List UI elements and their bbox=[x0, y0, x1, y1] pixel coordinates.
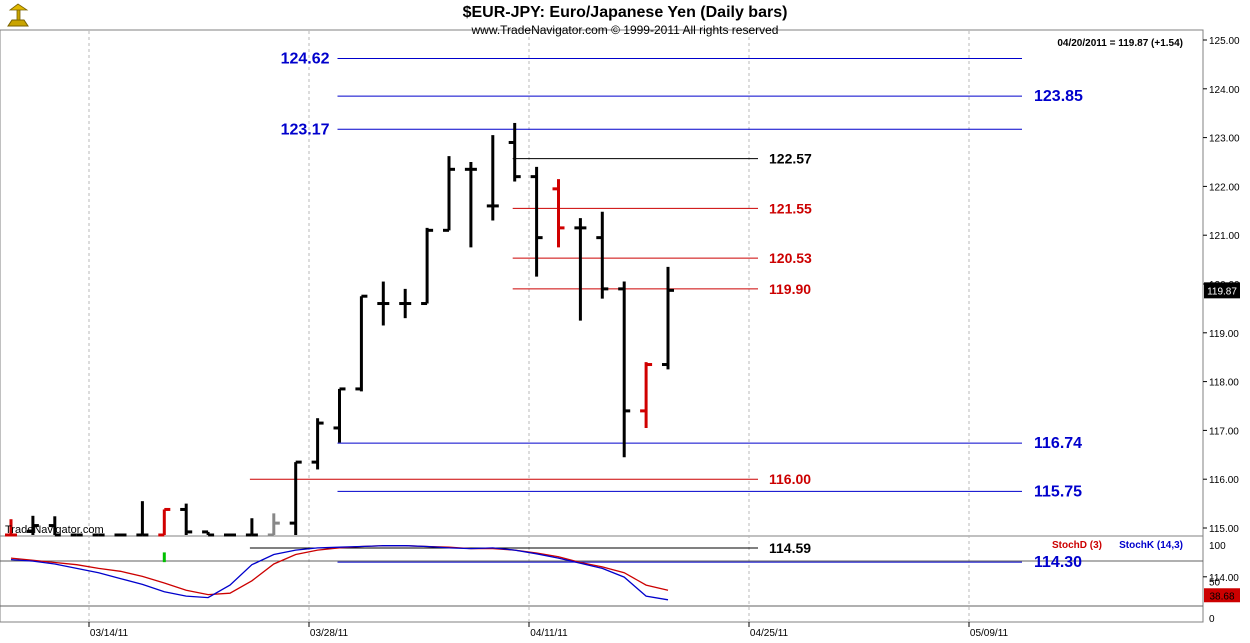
y-tick-label: 118.00 bbox=[1209, 378, 1239, 389]
level-label: 123.17 bbox=[281, 121, 330, 138]
ohlc-bar bbox=[552, 179, 565, 248]
ohlc-bar bbox=[26, 515, 39, 535]
y-tick-label: 116.00 bbox=[1209, 475, 1239, 486]
ohlc-bar bbox=[640, 362, 653, 428]
x-tick-label: 05/09/11 bbox=[970, 628, 1009, 639]
last-price-label: 119.87 bbox=[1207, 286, 1237, 297]
ohlc-bar bbox=[333, 387, 346, 443]
ohlc-bar bbox=[508, 122, 521, 182]
levels: 124.62 123.85 123.17 122.57 121.55 120.53 119.… bbox=[249, 51, 1083, 571]
ohlc-bar bbox=[574, 218, 587, 321]
stoch-panel-frame bbox=[0, 535, 1204, 623]
level-label: 119.90 bbox=[769, 281, 811, 297]
y-tick-label: 114.00 bbox=[1209, 573, 1239, 584]
y-tick-label: 123.00 bbox=[1209, 134, 1240, 145]
ohlc-bar bbox=[486, 135, 499, 221]
bars bbox=[5, 122, 674, 563]
chart-subtitle: www.TradeNavigator.com © 1999-2011 All r… bbox=[471, 23, 779, 37]
y-tick-label: 119.00 bbox=[1209, 329, 1239, 340]
last-value-label: 04/20/2011 = 119.87 (+1.54) bbox=[1057, 38, 1183, 49]
ohlc-bar bbox=[267, 513, 280, 537]
stoch-series bbox=[10, 545, 669, 601]
level-label: 116.74 bbox=[1034, 435, 1082, 452]
level-label: 124.62 bbox=[281, 51, 330, 68]
level-label: 116.00 bbox=[769, 471, 811, 487]
x-ticks: 03/14/11 03/28/11 04/11/11 04/25/11 05/09/11 bbox=[88, 622, 1009, 639]
stoch-y-tick-label: 50 bbox=[1209, 578, 1221, 589]
y-tick-label: 122.00 bbox=[1209, 182, 1240, 193]
ohlc-bar bbox=[5, 519, 17, 537]
ohlc-bar bbox=[530, 166, 543, 277]
level-label: 121.55 bbox=[769, 200, 812, 216]
ohlc-bar bbox=[618, 281, 631, 458]
stoch-k-legend: StochK (14,3) bbox=[1119, 540, 1183, 551]
last-price-box bbox=[1204, 282, 1240, 299]
stoch-y-tick-label: 0 bbox=[1209, 614, 1215, 625]
level-label: 120.53 bbox=[769, 250, 812, 266]
stoch-y-tick-label: 100 bbox=[1209, 541, 1226, 552]
stoch-d-legend: StochD (3) bbox=[1052, 540, 1102, 551]
ohlc-bar bbox=[136, 501, 149, 537]
y-ticks: 125.00124.00123.00122.00121.00120.00119.… bbox=[1203, 36, 1240, 625]
y-tick-label: 125.00 bbox=[1209, 36, 1240, 47]
ohlc-bar bbox=[245, 518, 258, 537]
level-label: 114.30 bbox=[1034, 554, 1082, 571]
level-label: 122.57 bbox=[769, 151, 812, 167]
trade-navigator-logo-icon bbox=[7, 3, 29, 27]
x-tick-label: 04/11/11 bbox=[530, 628, 568, 639]
ohlc-bar bbox=[180, 503, 193, 535]
level-label: 114.59 bbox=[769, 540, 811, 556]
y-tick-label: 115.00 bbox=[1209, 524, 1239, 535]
stoch-last-box bbox=[1204, 588, 1240, 603]
x-tick-label: 03/28/11 bbox=[310, 628, 349, 639]
ohlc-bar bbox=[355, 294, 368, 392]
y-tick-label: 121.00 bbox=[1209, 231, 1240, 242]
ohlc-bar bbox=[202, 530, 215, 537]
ohlc-bar bbox=[48, 516, 61, 537]
stoch-last-label: 38.68 bbox=[1209, 591, 1234, 602]
x-tick-label: 04/25/11 bbox=[750, 628, 789, 639]
ohlc-bar bbox=[311, 418, 324, 470]
ohlc-bar bbox=[464, 162, 477, 248]
ohlc-bar bbox=[158, 507, 171, 537]
ohlc-bar bbox=[377, 281, 390, 326]
x-tick-label: 03/14/11 bbox=[90, 628, 129, 639]
stoch-k-line bbox=[10, 545, 669, 601]
y-tick-label: 124.00 bbox=[1209, 85, 1240, 96]
ohlc-bar bbox=[421, 227, 434, 306]
y-tick-label: 117.00 bbox=[1209, 426, 1239, 437]
watermark: TradeNavigator.com bbox=[5, 524, 104, 536]
ohlc-bar bbox=[443, 156, 455, 232]
ohlc-bar bbox=[399, 288, 412, 319]
stoch-d-line bbox=[10, 545, 669, 596]
ohlc-bar bbox=[289, 460, 302, 535]
level-label: 123.85 bbox=[1034, 88, 1083, 105]
level-label: 115.75 bbox=[1034, 483, 1082, 500]
ohlc-bar bbox=[596, 211, 609, 299]
ohlc-bar bbox=[662, 266, 674, 370]
chart-title: $EUR-JPY: Euro/Japanese Yen (Daily bars) bbox=[463, 4, 788, 21]
